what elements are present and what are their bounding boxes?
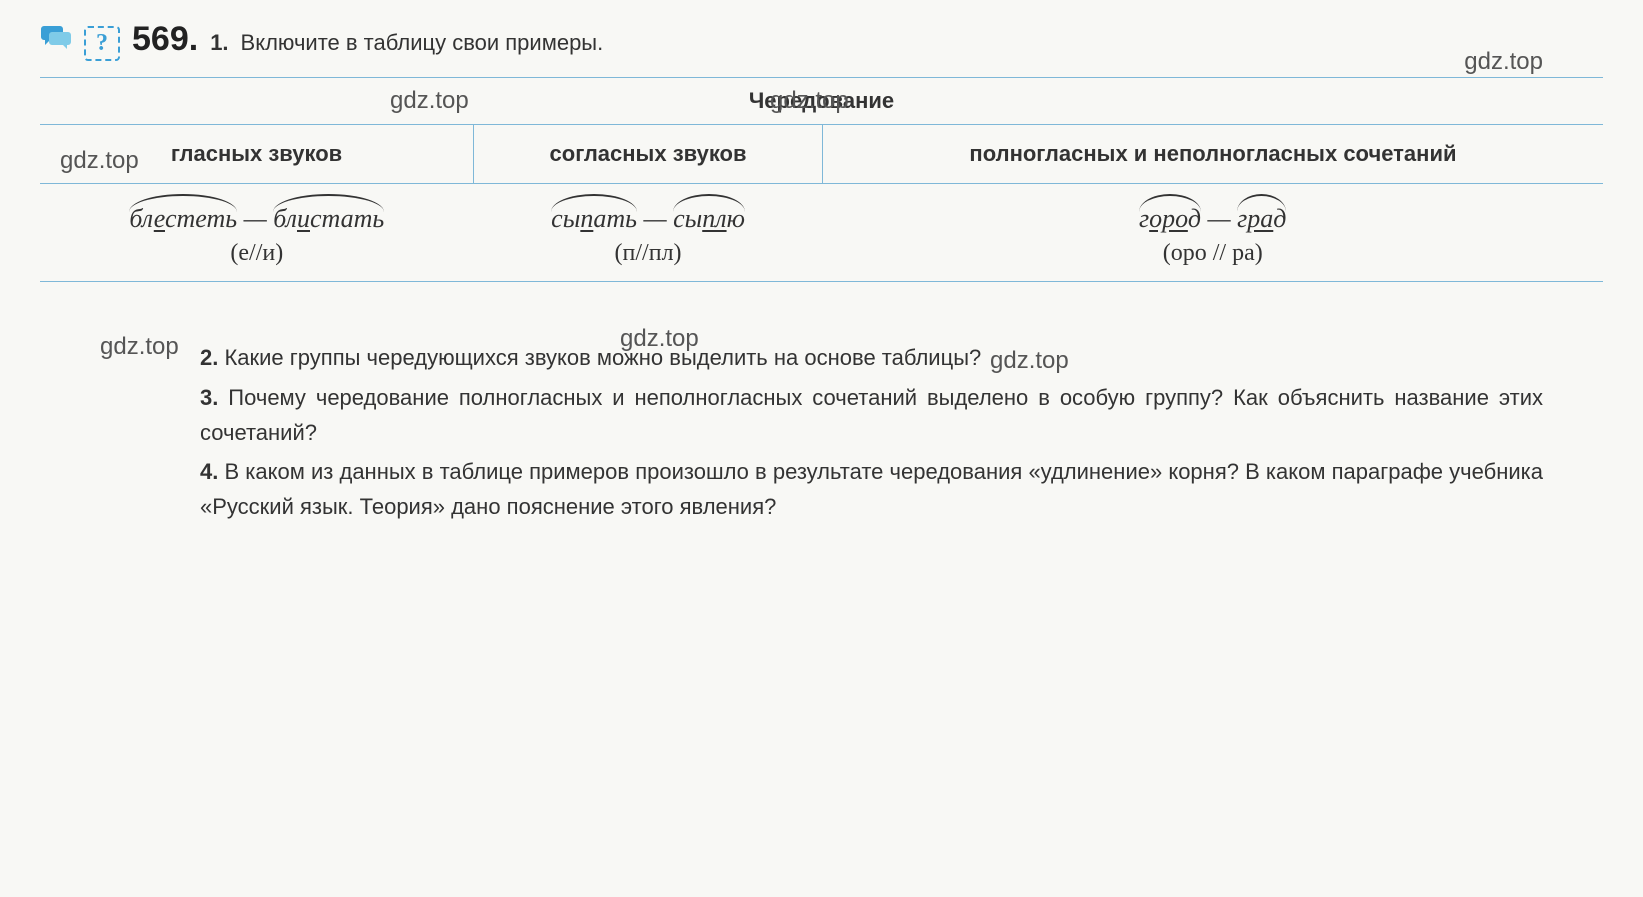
speech-bubble-icon [40,24,72,60]
word-grad: град [1237,204,1286,234]
question-mark-icon: ? [84,26,120,61]
questions-block: gdz.top 2. Какие группы чередующихся зву… [40,302,1603,524]
instruction-text: Включите в таблицу свои примеры. [241,30,604,56]
watermark: gdz.top [620,325,699,353]
q4-text: В каком из данных в таблице примеров про… [200,459,1543,519]
question-4: 4. В каком из данных в таблице примеров … [200,454,1543,524]
watermark: gdz.top [770,87,849,115]
exercise-header: ? 569. 1. Включите в таблицу свои пример… [40,20,1603,61]
cell-full-vowel: город — град (оро // ра) [822,184,1603,282]
cell-consonants: сыпать — сыплю (п//пл) [474,184,823,282]
part-number-1: 1. [210,30,228,56]
dash: — [1201,204,1237,233]
word-gorod: город [1139,204,1201,234]
pattern-full-vowel: (оро // ра) [840,240,1585,267]
dash: — [637,204,673,233]
q3-number: 3. [200,385,218,410]
page-container: gdz.top ? 569. 1. Включите в таблицу сво… [40,20,1603,524]
word-sypat: сыпать [551,204,637,234]
word-blistat: блистать [273,204,384,234]
column-header-consonants: согласных звуков [474,125,823,184]
table-row: блестеть — блистать (е//и) сыпать — сыпл… [40,184,1603,282]
pattern-vowels: (е//и) [58,240,456,267]
word-blestet: блестеть [129,204,237,234]
question-3: 3. Почему чередование полногласных и неп… [200,380,1543,450]
watermark: gdz.top [990,347,1069,375]
q2-text: Какие группы чередующихся звуков можно в… [218,345,981,370]
column-header-full-vowel: полногласных и неполногласных сочетаний [822,125,1603,184]
cell-vowels: блестеть — блистать (е//и) [40,184,474,282]
question-2: 2. Какие группы чередующихся звуков можн… [200,340,1543,375]
watermark: gdz.top [390,87,469,115]
pattern-consonants: (п//пл) [492,240,805,267]
q3-text: Почему чередование полногласных и неполн… [200,385,1543,445]
watermark-top-right: gdz.top [1464,48,1543,76]
dash: — [237,204,273,233]
q2-number: 2. [200,345,218,370]
q4-number: 4. [200,459,218,484]
watermark: gdz.top [60,147,139,175]
exercise-number: 569. [132,20,198,59]
table-container: gdz.top gdz.top gdz.top gdz.top gdz.top … [40,77,1603,282]
word-syplyu: сыплю [673,204,745,234]
watermark: gdz.top [100,333,179,360]
